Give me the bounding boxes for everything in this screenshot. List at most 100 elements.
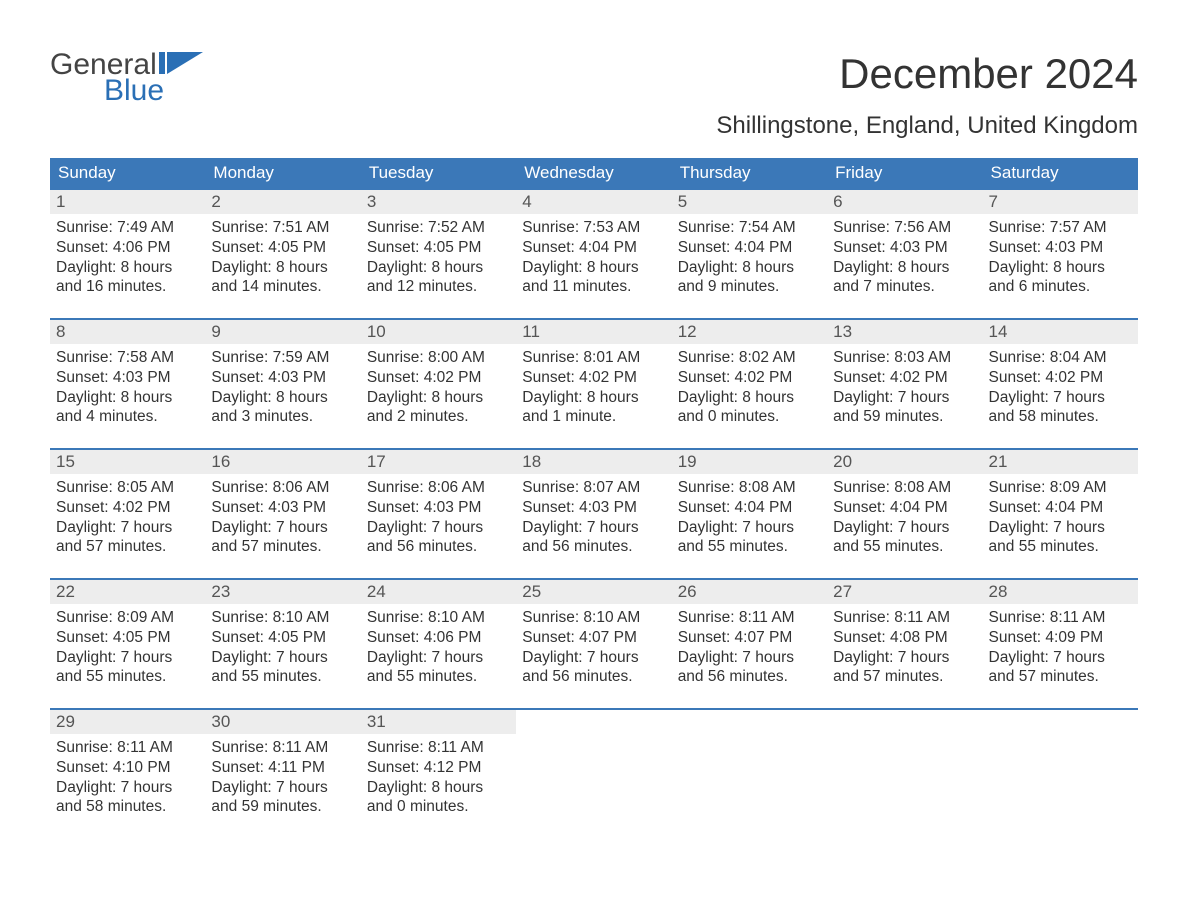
calendar-cell: 12Sunrise: 8:02 AMSunset: 4:02 PMDayligh… (672, 320, 827, 432)
day-number: 17 (361, 450, 516, 474)
day-details: Sunrise: 7:57 AMSunset: 4:03 PMDaylight:… (983, 214, 1138, 301)
calendar-cell: 28Sunrise: 8:11 AMSunset: 4:09 PMDayligh… (983, 580, 1138, 692)
daylight-line: Daylight: 8 hours and 3 minutes. (211, 388, 354, 428)
sunset-line: Sunset: 4:07 PM (522, 628, 665, 648)
calendar-cell: 25Sunrise: 8:10 AMSunset: 4:07 PMDayligh… (516, 580, 671, 692)
day-details: Sunrise: 8:02 AMSunset: 4:02 PMDaylight:… (672, 344, 827, 431)
sunset-line: Sunset: 4:04 PM (678, 238, 821, 258)
calendar-cell: 7Sunrise: 7:57 AMSunset: 4:03 PMDaylight… (983, 190, 1138, 302)
calendar-week: 29Sunrise: 8:11 AMSunset: 4:10 PMDayligh… (50, 708, 1138, 822)
sunrise-line: Sunrise: 8:02 AM (678, 348, 821, 368)
calendar-cell: 30Sunrise: 8:11 AMSunset: 4:11 PMDayligh… (205, 710, 360, 822)
day-number: 21 (983, 450, 1138, 474)
sunset-line: Sunset: 4:05 PM (56, 628, 199, 648)
day-details: Sunrise: 8:06 AMSunset: 4:03 PMDaylight:… (361, 474, 516, 561)
day-number: 27 (827, 580, 982, 604)
day-details: Sunrise: 8:01 AMSunset: 4:02 PMDaylight:… (516, 344, 671, 431)
sunrise-line: Sunrise: 8:11 AM (833, 608, 976, 628)
sunset-line: Sunset: 4:04 PM (678, 498, 821, 518)
day-header-row: SundayMondayTuesdayWednesdayThursdayFrid… (50, 158, 1138, 188)
calendar-cell: 11Sunrise: 8:01 AMSunset: 4:02 PMDayligh… (516, 320, 671, 432)
day-number: 28 (983, 580, 1138, 604)
sunrise-line: Sunrise: 8:10 AM (211, 608, 354, 628)
sunrise-line: Sunrise: 7:59 AM (211, 348, 354, 368)
daylight-line: Daylight: 7 hours and 56 minutes. (522, 518, 665, 558)
calendar-cell: 14Sunrise: 8:04 AMSunset: 4:02 PMDayligh… (983, 320, 1138, 432)
logo: General Blue (50, 50, 203, 106)
day-number: 15 (50, 450, 205, 474)
sunrise-line: Sunrise: 7:49 AM (56, 218, 199, 238)
sunset-line: Sunset: 4:04 PM (833, 498, 976, 518)
daylight-line: Daylight: 8 hours and 1 minute. (522, 388, 665, 428)
day-header: Saturday (983, 158, 1138, 188)
calendar-cell: 15Sunrise: 8:05 AMSunset: 4:02 PMDayligh… (50, 450, 205, 562)
calendar-cell: 29Sunrise: 8:11 AMSunset: 4:10 PMDayligh… (50, 710, 205, 822)
day-number: 13 (827, 320, 982, 344)
day-number: 14 (983, 320, 1138, 344)
sunrise-line: Sunrise: 8:08 AM (678, 478, 821, 498)
calendar-cell: 24Sunrise: 8:10 AMSunset: 4:06 PMDayligh… (361, 580, 516, 692)
sunset-line: Sunset: 4:02 PM (367, 368, 510, 388)
sunset-line: Sunset: 4:04 PM (522, 238, 665, 258)
sunset-line: Sunset: 4:02 PM (56, 498, 199, 518)
calendar-week: 15Sunrise: 8:05 AMSunset: 4:02 PMDayligh… (50, 448, 1138, 562)
day-details: Sunrise: 7:58 AMSunset: 4:03 PMDaylight:… (50, 344, 205, 431)
calendar-cell: 3Sunrise: 7:52 AMSunset: 4:05 PMDaylight… (361, 190, 516, 302)
day-header: Tuesday (361, 158, 516, 188)
daylight-line: Daylight: 7 hours and 59 minutes. (833, 388, 976, 428)
calendar-cell: 16Sunrise: 8:06 AMSunset: 4:03 PMDayligh… (205, 450, 360, 562)
daylight-line: Daylight: 8 hours and 11 minutes. (522, 258, 665, 298)
calendar-cell (827, 710, 982, 822)
sunset-line: Sunset: 4:03 PM (989, 238, 1132, 258)
calendar-cell: 6Sunrise: 7:56 AMSunset: 4:03 PMDaylight… (827, 190, 982, 302)
day-number: 7 (983, 190, 1138, 214)
calendar-cell: 19Sunrise: 8:08 AMSunset: 4:04 PMDayligh… (672, 450, 827, 562)
daylight-line: Daylight: 7 hours and 57 minutes. (833, 648, 976, 688)
calendar-cell: 10Sunrise: 8:00 AMSunset: 4:02 PMDayligh… (361, 320, 516, 432)
day-number: 25 (516, 580, 671, 604)
daylight-line: Daylight: 7 hours and 58 minutes. (56, 778, 199, 818)
calendar-cell: 31Sunrise: 8:11 AMSunset: 4:12 PMDayligh… (361, 710, 516, 822)
day-details: Sunrise: 7:56 AMSunset: 4:03 PMDaylight:… (827, 214, 982, 301)
day-number: 8 (50, 320, 205, 344)
day-details: Sunrise: 7:49 AMSunset: 4:06 PMDaylight:… (50, 214, 205, 301)
day-details: Sunrise: 8:09 AMSunset: 4:04 PMDaylight:… (983, 474, 1138, 561)
day-number: 4 (516, 190, 671, 214)
calendar-cell: 8Sunrise: 7:58 AMSunset: 4:03 PMDaylight… (50, 320, 205, 432)
daylight-line: Daylight: 7 hours and 59 minutes. (211, 778, 354, 818)
day-details: Sunrise: 8:09 AMSunset: 4:05 PMDaylight:… (50, 604, 205, 691)
sunset-line: Sunset: 4:03 PM (211, 368, 354, 388)
sunset-line: Sunset: 4:02 PM (989, 368, 1132, 388)
day-number: 1 (50, 190, 205, 214)
sunrise-line: Sunrise: 8:08 AM (833, 478, 976, 498)
day-details: Sunrise: 7:54 AMSunset: 4:04 PMDaylight:… (672, 214, 827, 301)
calendar-week: 1Sunrise: 7:49 AMSunset: 4:06 PMDaylight… (50, 188, 1138, 302)
day-details: Sunrise: 8:11 AMSunset: 4:09 PMDaylight:… (983, 604, 1138, 691)
daylight-line: Daylight: 7 hours and 57 minutes. (56, 518, 199, 558)
day-number: 19 (672, 450, 827, 474)
calendar-week: 22Sunrise: 8:09 AMSunset: 4:05 PMDayligh… (50, 578, 1138, 692)
sunrise-line: Sunrise: 8:06 AM (367, 478, 510, 498)
day-details: Sunrise: 8:11 AMSunset: 4:10 PMDaylight:… (50, 734, 205, 821)
sunrise-line: Sunrise: 7:51 AM (211, 218, 354, 238)
daylight-line: Daylight: 7 hours and 57 minutes. (211, 518, 354, 558)
day-details: Sunrise: 8:07 AMSunset: 4:03 PMDaylight:… (516, 474, 671, 561)
daylight-line: Daylight: 7 hours and 56 minutes. (678, 648, 821, 688)
sunset-line: Sunset: 4:03 PM (211, 498, 354, 518)
sunset-line: Sunset: 4:05 PM (211, 628, 354, 648)
daylight-line: Daylight: 8 hours and 6 minutes. (989, 258, 1132, 298)
day-header: Friday (827, 158, 982, 188)
calendar-cell: 2Sunrise: 7:51 AMSunset: 4:05 PMDaylight… (205, 190, 360, 302)
sunset-line: Sunset: 4:06 PM (367, 628, 510, 648)
calendar-cell (516, 710, 671, 822)
day-details: Sunrise: 8:11 AMSunset: 4:11 PMDaylight:… (205, 734, 360, 821)
sunset-line: Sunset: 4:08 PM (833, 628, 976, 648)
daylight-line: Daylight: 7 hours and 58 minutes. (989, 388, 1132, 428)
day-number: 31 (361, 710, 516, 734)
calendar-cell: 26Sunrise: 8:11 AMSunset: 4:07 PMDayligh… (672, 580, 827, 692)
calendar-cell: 17Sunrise: 8:06 AMSunset: 4:03 PMDayligh… (361, 450, 516, 562)
calendar-cell (983, 710, 1138, 822)
sunset-line: Sunset: 4:09 PM (989, 628, 1132, 648)
sunrise-line: Sunrise: 8:11 AM (367, 738, 510, 758)
sunrise-line: Sunrise: 7:56 AM (833, 218, 976, 238)
